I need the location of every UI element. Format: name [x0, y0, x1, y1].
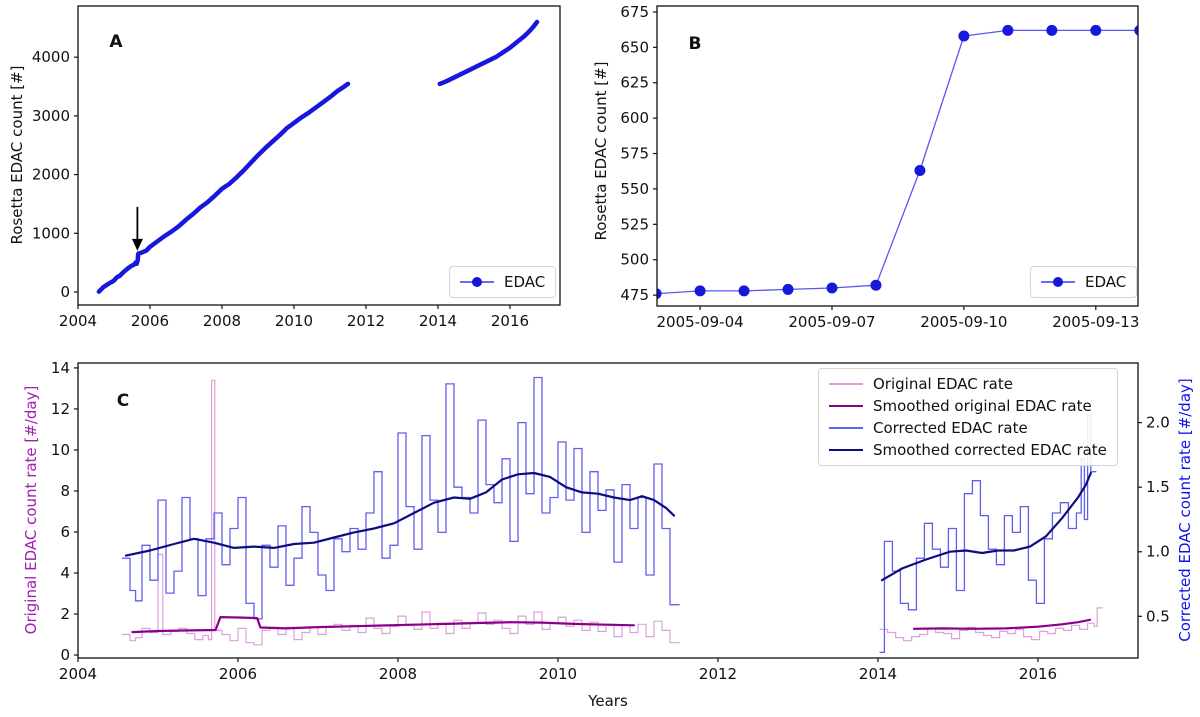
- svg-text:2014: 2014: [419, 312, 457, 330]
- panel-b-legend: EDAC: [1030, 266, 1138, 298]
- legend-label: EDAC: [1085, 273, 1127, 291]
- svg-text:4000: 4000: [32, 48, 70, 66]
- corrected-rate-swatch: [829, 427, 863, 429]
- svg-text:2010: 2010: [275, 312, 313, 330]
- svg-text:2005-09-13: 2005-09-13: [1052, 313, 1139, 331]
- svg-text:2008: 2008: [203, 312, 241, 330]
- svg-text:475: 475: [620, 286, 649, 304]
- svg-text:2.0: 2.0: [1146, 414, 1170, 432]
- panel-a-letter: A: [109, 32, 123, 52]
- svg-text:2016: 2016: [491, 312, 529, 330]
- svg-text:2006: 2006: [131, 312, 169, 330]
- panel-a-legend: EDAC: [449, 266, 557, 298]
- panel-c-x-axis-label: Years: [588, 692, 628, 710]
- svg-text:600: 600: [620, 109, 649, 127]
- svg-text:2006: 2006: [219, 665, 257, 683]
- svg-text:8: 8: [60, 482, 70, 500]
- svg-text:2012: 2012: [699, 665, 737, 683]
- svg-text:2004: 2004: [59, 665, 97, 683]
- svg-text:0.5: 0.5: [1146, 607, 1170, 625]
- legend-label: Smoothed corrected EDAC rate: [873, 441, 1107, 459]
- edac-line-marker-swatch: [1041, 277, 1075, 287]
- svg-text:2010: 2010: [539, 665, 577, 683]
- panel-c-right-y-axis-label: Corrected EDAC count rate [#/day]: [1176, 378, 1194, 642]
- svg-text:14: 14: [51, 359, 70, 377]
- svg-text:1000: 1000: [32, 224, 70, 242]
- legend-entry-smoothed-original-rate: Smoothed original EDAC rate: [829, 395, 1107, 417]
- legend-entry-edac: EDAC: [460, 271, 545, 293]
- svg-text:4: 4: [60, 564, 70, 582]
- panel-a-y-axis-label: Rosetta EDAC count [#]: [8, 65, 26, 245]
- svg-text:2: 2: [60, 605, 70, 623]
- svg-text:2008: 2008: [379, 665, 417, 683]
- svg-text:1.5: 1.5: [1146, 478, 1170, 496]
- panel-c-letter: C: [116, 391, 130, 411]
- panel-b-letter: B: [688, 34, 702, 54]
- svg-text:575: 575: [620, 145, 649, 163]
- svg-text:525: 525: [620, 215, 649, 233]
- svg-text:0: 0: [60, 283, 70, 301]
- svg-text:625: 625: [620, 74, 649, 92]
- panel-c-legend: Original EDAC rate Smoothed original EDA…: [818, 368, 1118, 466]
- legend-entry-corrected-rate: Corrected EDAC rate: [829, 417, 1107, 439]
- legend-label: Corrected EDAC rate: [873, 419, 1028, 437]
- svg-text:2005-09-04: 2005-09-04: [656, 313, 743, 331]
- svg-text:2004: 2004: [59, 312, 97, 330]
- legend-entry-original-rate: Original EDAC rate: [829, 373, 1107, 395]
- panel-c-left-y-axis-label: Original EDAC count rate [#/day]: [22, 385, 40, 635]
- smoothed-corrected-rate-swatch: [829, 448, 863, 452]
- svg-text:10: 10: [51, 441, 70, 459]
- original-rate-swatch: [829, 383, 863, 385]
- svg-text:0: 0: [60, 646, 70, 664]
- legend-label: Smoothed original EDAC rate: [873, 397, 1092, 415]
- svg-text:550: 550: [620, 180, 649, 198]
- smoothed-original-rate-swatch: [829, 404, 863, 408]
- legend-entry-smoothed-corrected-rate: Smoothed corrected EDAC rate: [829, 439, 1107, 461]
- edac-marker-dot: [472, 277, 482, 287]
- svg-text:675: 675: [620, 3, 649, 21]
- svg-text:2005-09-10: 2005-09-10: [920, 313, 1007, 331]
- svg-text:6: 6: [60, 523, 70, 541]
- svg-text:2005-09-07: 2005-09-07: [788, 313, 875, 331]
- svg-text:2012: 2012: [347, 312, 385, 330]
- svg-text:2000: 2000: [32, 166, 70, 184]
- edac-line-marker-swatch: [460, 277, 494, 287]
- panel-b-y-axis-label: Rosetta EDAC count [#]: [592, 61, 610, 241]
- svg-text:12: 12: [51, 400, 70, 418]
- legend-entry-edac: EDAC: [1041, 271, 1126, 293]
- svg-text:2016: 2016: [1019, 665, 1057, 683]
- edac-marker-dot: [1053, 277, 1063, 287]
- svg-text:3000: 3000: [32, 107, 70, 125]
- svg-text:500: 500: [620, 251, 649, 269]
- legend-label: Original EDAC rate: [873, 375, 1013, 393]
- svg-text:650: 650: [620, 38, 649, 56]
- legend-label: EDAC: [504, 273, 546, 291]
- svg-text:2014: 2014: [859, 665, 897, 683]
- svg-text:1.0: 1.0: [1146, 543, 1170, 561]
